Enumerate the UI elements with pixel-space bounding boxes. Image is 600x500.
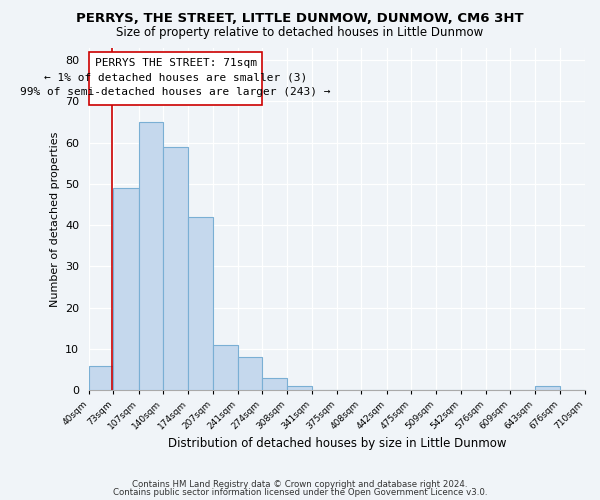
Bar	[113, 188, 139, 390]
Text: Size of property relative to detached houses in Little Dunmow: Size of property relative to detached ho…	[116, 26, 484, 39]
Bar	[163, 146, 188, 390]
Text: Contains public sector information licensed under the Open Government Licence v3: Contains public sector information licen…	[113, 488, 487, 497]
Bar	[139, 122, 163, 390]
Bar	[89, 366, 113, 390]
Bar	[238, 358, 262, 390]
Text: PERRYS, THE STREET, LITTLE DUNMOW, DUNMOW, CM6 3HT: PERRYS, THE STREET, LITTLE DUNMOW, DUNMO…	[76, 12, 524, 26]
Text: Contains HM Land Registry data © Crown copyright and database right 2024.: Contains HM Land Registry data © Crown c…	[132, 480, 468, 489]
Y-axis label: Number of detached properties: Number of detached properties	[50, 131, 59, 306]
Bar	[287, 386, 312, 390]
Bar	[535, 386, 560, 390]
Text: 99% of semi-detached houses are larger (243) →: 99% of semi-detached houses are larger (…	[20, 86, 331, 97]
Text: PERRYS THE STREET: 71sqm: PERRYS THE STREET: 71sqm	[95, 58, 257, 68]
Bar	[262, 378, 287, 390]
X-axis label: Distribution of detached houses by size in Little Dunmow: Distribution of detached houses by size …	[168, 437, 506, 450]
Bar	[212, 345, 238, 391]
FancyBboxPatch shape	[89, 52, 262, 106]
Bar	[188, 217, 212, 390]
Text: ← 1% of detached houses are smaller (3): ← 1% of detached houses are smaller (3)	[44, 72, 307, 83]
